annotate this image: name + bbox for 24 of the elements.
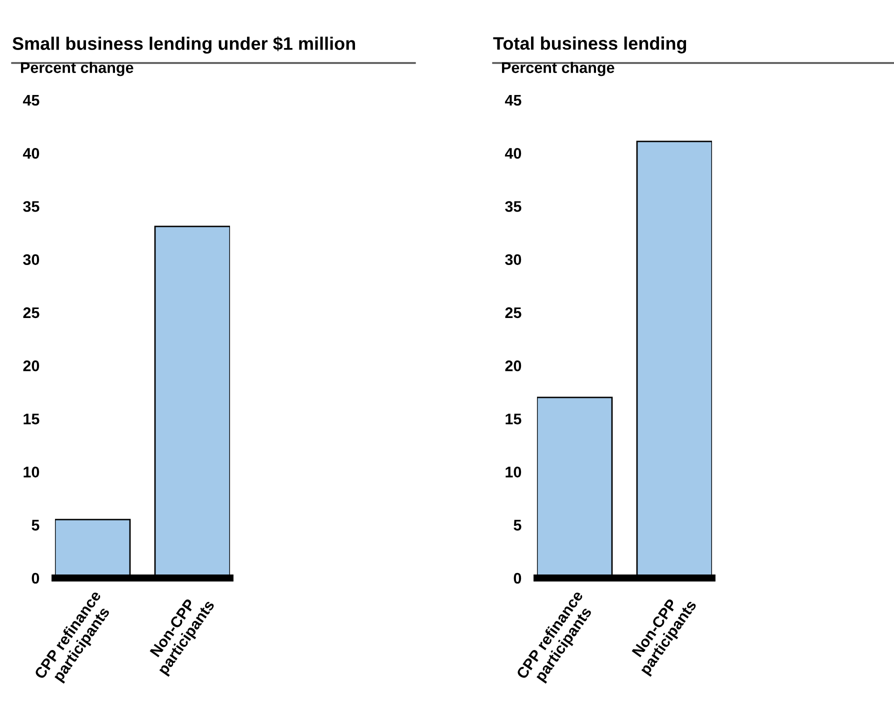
y-tick-label: 20: [505, 360, 522, 372]
y-tick-label: 45: [504, 95, 522, 106]
y-tick-label: 45: [22, 95, 40, 106]
y-tick-label: 30: [23, 254, 40, 266]
y-tick-label: 35: [23, 201, 40, 212]
chart-title: Total business lending: [493, 36, 686, 54]
chart-title: Small business lending under $1 million: [12, 36, 356, 54]
y-tick-label: 5: [32, 520, 40, 531]
y-tick-label: 20: [23, 360, 40, 372]
y-axis-title: Percent change: [21, 62, 134, 76]
y-tick-label: 25: [505, 307, 522, 318]
y-tick-label: 0: [32, 572, 40, 584]
y-tick-label: 40: [504, 148, 522, 159]
y-tick-label: 5: [514, 520, 522, 531]
y-tick-label: 15: [24, 414, 40, 424]
y-tick-label: 0: [514, 572, 522, 584]
y-tick-label: 10: [24, 466, 40, 478]
y-tick-label: 10: [506, 466, 522, 478]
y-axis-title: Percent change: [502, 62, 614, 76]
y-tick-label: 15: [506, 414, 522, 424]
y-tick-label: 35: [505, 201, 522, 212]
y-tick-label: 25: [23, 307, 40, 318]
y-tick-label: 40: [22, 148, 40, 159]
y-tick-label: 30: [505, 254, 522, 266]
